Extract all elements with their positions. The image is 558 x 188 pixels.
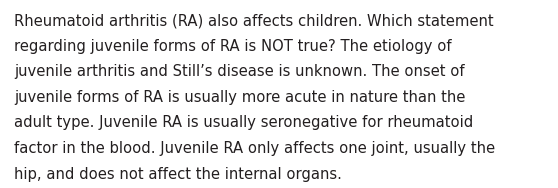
Text: factor in the blood. Juvenile RA only affects one joint, usually the: factor in the blood. Juvenile RA only af… — [14, 141, 495, 156]
Text: juvenile forms of RA is usually more acute in nature than the: juvenile forms of RA is usually more acu… — [14, 90, 465, 105]
Text: Rheumatoid arthritis (RA) also affects children. Which statement: Rheumatoid arthritis (RA) also affects c… — [14, 13, 494, 28]
Text: regarding juvenile forms of RA is NOT true? The etiology of: regarding juvenile forms of RA is NOT tr… — [14, 39, 451, 54]
Text: juvenile arthritis and Still’s disease is unknown. The onset of: juvenile arthritis and Still’s disease i… — [14, 64, 465, 79]
Text: hip, and does not affect the internal organs.: hip, and does not affect the internal or… — [14, 167, 342, 182]
Text: adult type. Juvenile RA is usually seronegative for rheumatoid: adult type. Juvenile RA is usually seron… — [14, 115, 473, 130]
